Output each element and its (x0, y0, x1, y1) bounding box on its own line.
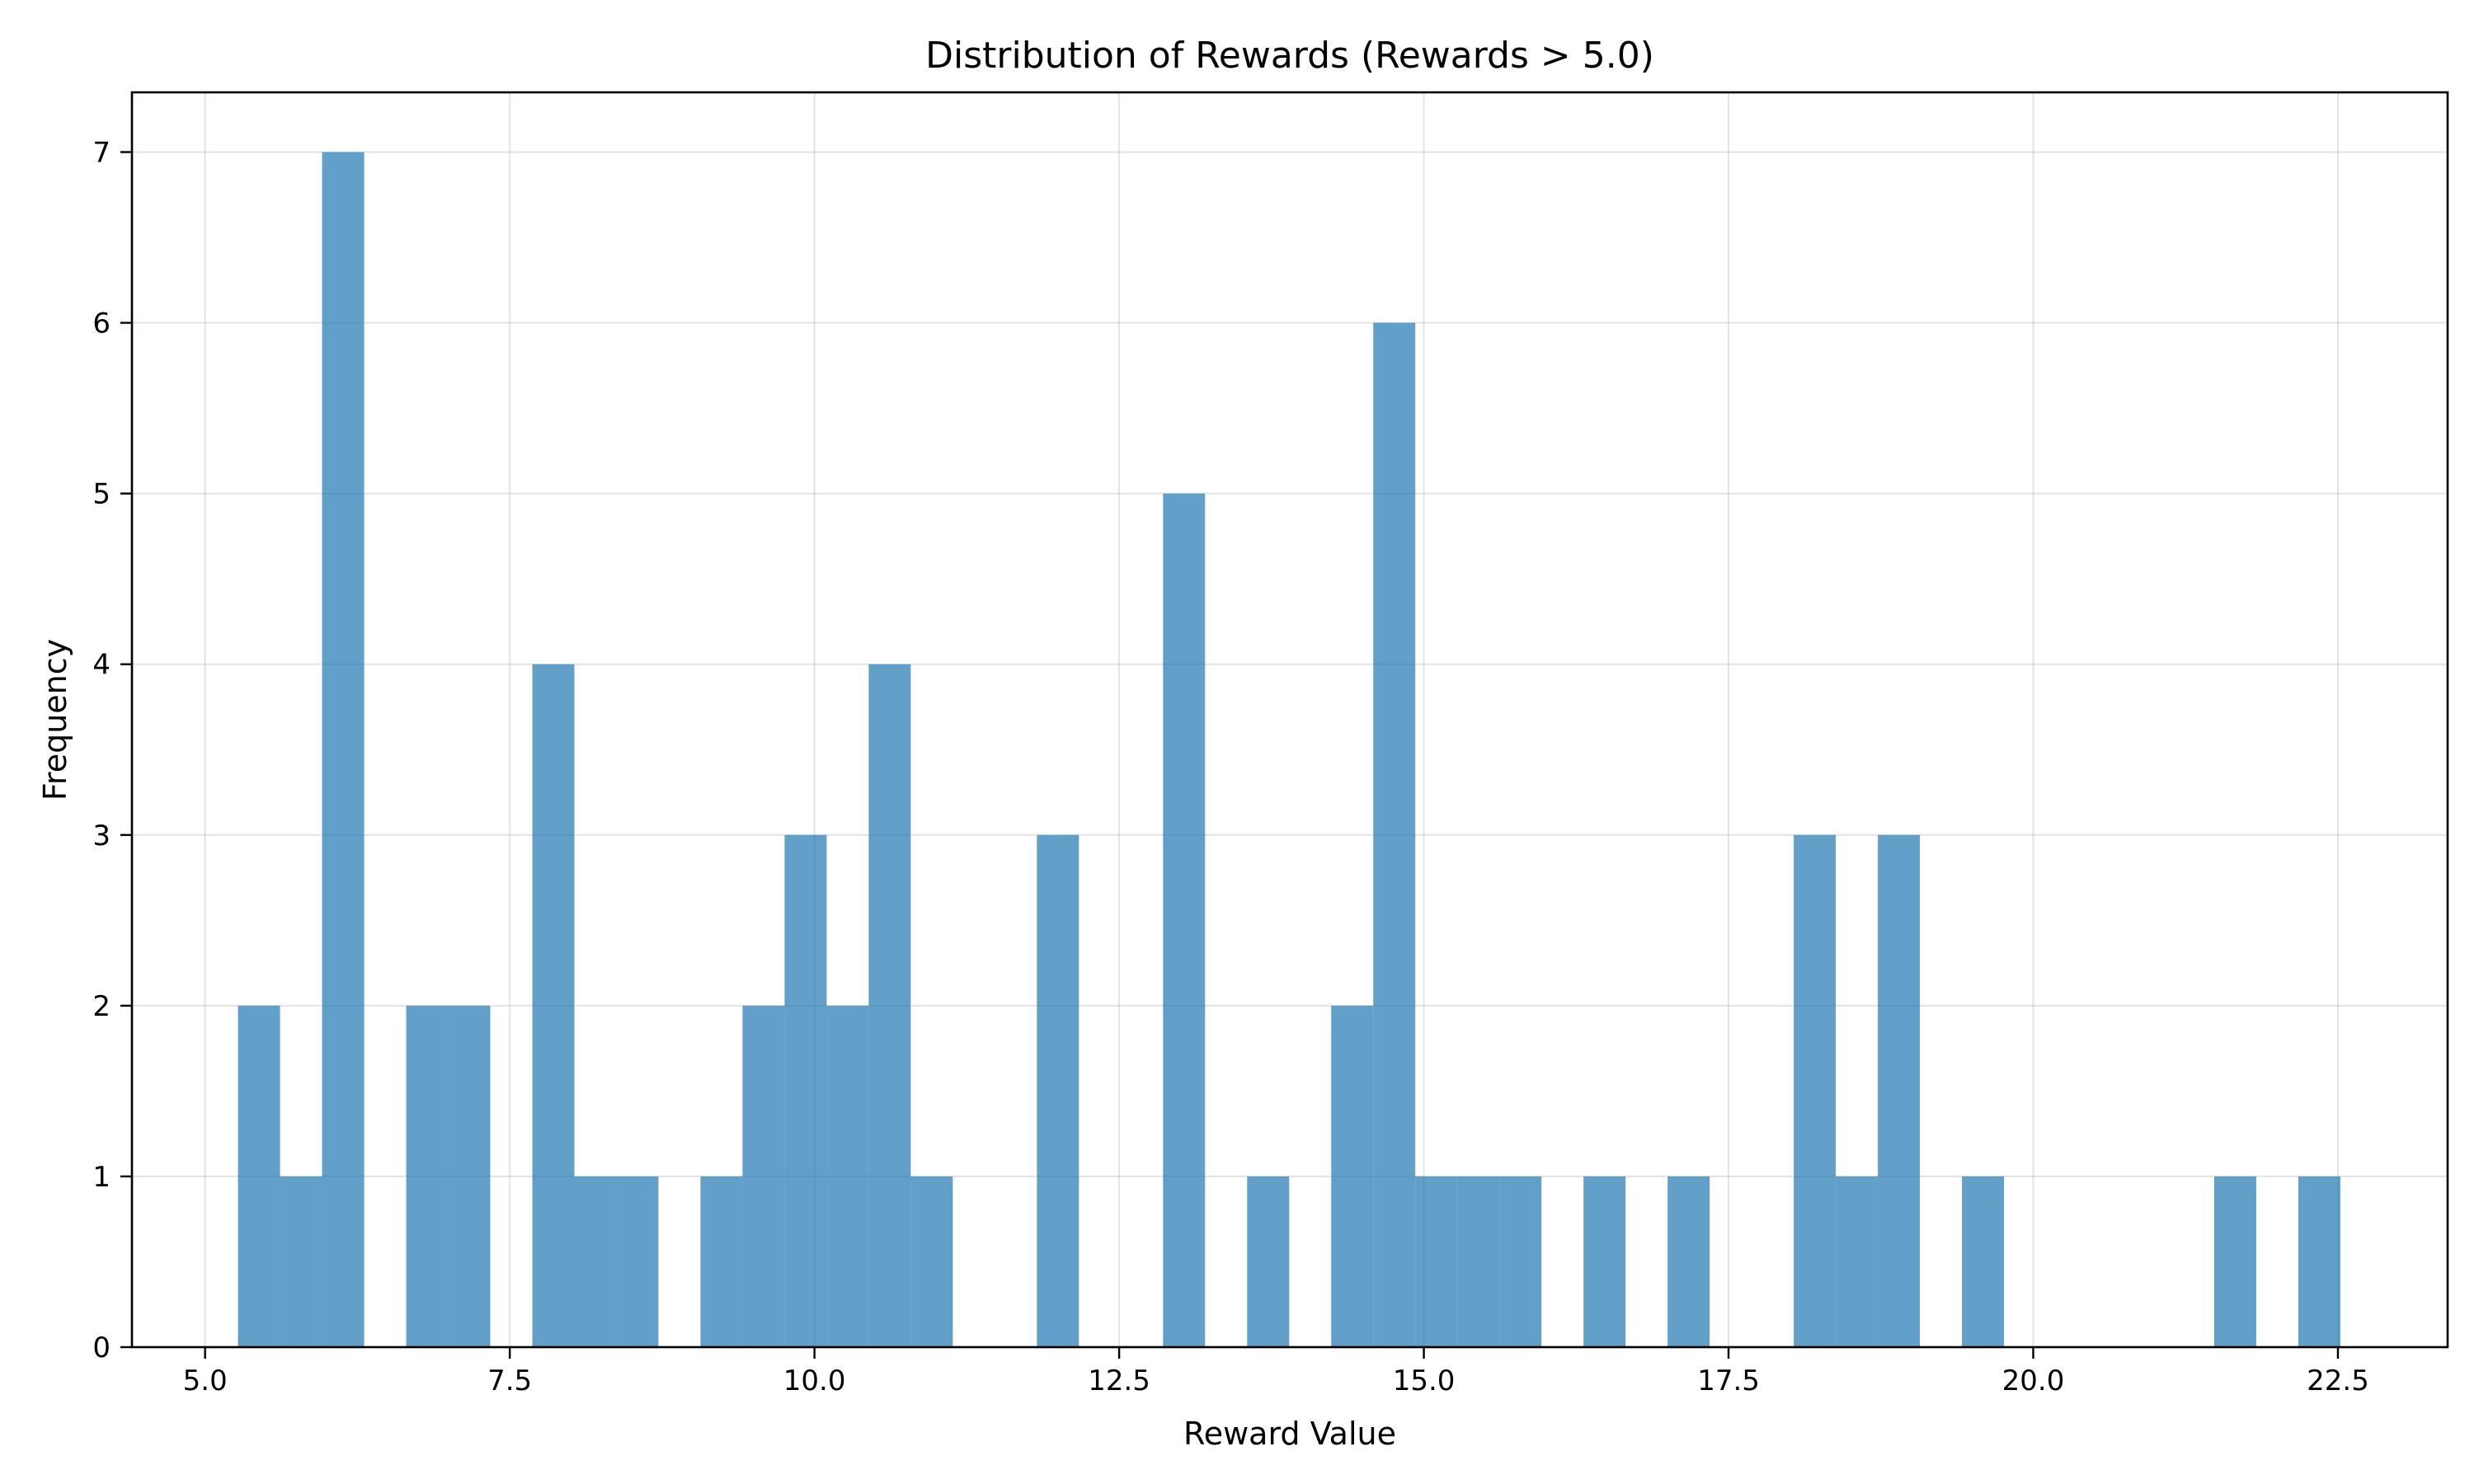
histogram-bar-2 (322, 152, 365, 1347)
x-tick-label-1: 7.5 (487, 1364, 532, 1397)
histogram-bar-8 (574, 1176, 617, 1347)
histogram-bar-27 (1373, 322, 1416, 1347)
chart-title: Distribution of Rewards (Rewards > 5.0) (925, 35, 1654, 77)
histogram-bar-24 (1247, 1176, 1290, 1347)
x-tick-label-2: 10.0 (783, 1364, 846, 1397)
histogram-bars (238, 152, 2340, 1347)
histogram-bar-13 (784, 834, 827, 1347)
histogram-bar-9 (616, 1176, 659, 1347)
x-axis-label: Reward Value (1183, 1416, 1396, 1452)
histogram-bar-49 (2298, 1176, 2340, 1347)
histogram-bar-11 (700, 1176, 743, 1347)
y-tick-label-0: 0 (92, 1331, 111, 1364)
histogram-bar-0 (238, 1005, 280, 1347)
histogram-bar-15 (868, 664, 911, 1347)
histogram-bar-14 (826, 1005, 869, 1347)
histogram-bar-12 (742, 1005, 785, 1347)
histogram-bar-32 (1583, 1176, 1626, 1347)
histogram-bar-1 (280, 1176, 322, 1347)
histogram-bar-7 (532, 664, 575, 1347)
x-tick-label-6: 20.0 (2002, 1364, 2065, 1397)
y-tick-label-7: 7 (92, 136, 111, 169)
grid-lines (132, 92, 2448, 1348)
histogram-bar-30 (1499, 1176, 1542, 1347)
histogram-bar-39 (1878, 834, 1921, 1347)
histogram-bar-19 (1037, 834, 1079, 1347)
histogram-bar-38 (1836, 1176, 1879, 1347)
y-tick-label-1: 1 (92, 1161, 111, 1194)
y-tick-label-4: 4 (92, 649, 111, 682)
histogram-bar-29 (1457, 1176, 1500, 1347)
y-tick-label-6: 6 (92, 308, 111, 340)
histogram-bar-37 (1794, 834, 1837, 1347)
x-tick-label-7: 22.5 (2307, 1364, 2369, 1397)
x-tick-label-5: 17.5 (1697, 1364, 1760, 1397)
histogram-bar-22 (1163, 493, 1206, 1347)
histogram-bar-34 (1667, 1176, 1710, 1347)
y-tick-label-3: 3 (92, 819, 111, 852)
histogram-bar-28 (1415, 1176, 1458, 1347)
axis-ticks: 5.0 7.5 10.0 12.5 15.0 17.5 20.0 22.5 0 1 2 3 4 5 6 7 (92, 136, 2368, 1397)
x-tick-label-0: 5.0 (183, 1364, 228, 1397)
y-axis-label: Frequency (37, 639, 73, 801)
histogram-bar-47 (2213, 1176, 2256, 1347)
x-tick-label-4: 15.0 (1393, 1364, 1456, 1397)
plot-frame (130, 91, 2449, 1349)
histogram-bar-4 (406, 1005, 449, 1347)
histogram-bar-5 (448, 1005, 491, 1347)
histogram-bar-16 (910, 1176, 953, 1347)
y-tick-label-5: 5 (92, 478, 111, 511)
histogram-bar-41 (1962, 1176, 2005, 1347)
histogram-bar-26 (1331, 1005, 1374, 1347)
x-tick-label-3: 12.5 (1088, 1364, 1150, 1397)
y-tick-label-2: 2 (92, 990, 111, 1023)
